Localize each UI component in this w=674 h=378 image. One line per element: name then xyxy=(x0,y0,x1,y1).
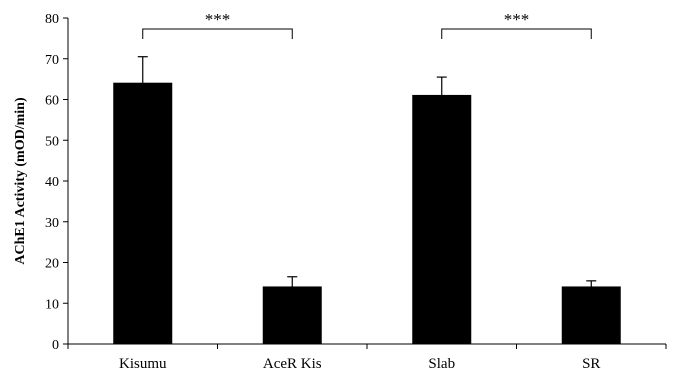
y-tick-label: 10 xyxy=(45,297,59,312)
y-axis: 0 10 20 30 40 50 60 70 80 xyxy=(45,12,69,353)
significance-label: *** xyxy=(504,10,530,29)
y-tick-label: 60 xyxy=(45,94,59,109)
y-axis-label: AChE1 Activity (mOD/min) xyxy=(13,97,28,265)
x-tick-label: Slab xyxy=(428,356,455,372)
y-tick-label: 70 xyxy=(45,53,59,68)
y-tick-label: 80 xyxy=(45,12,59,27)
y-tick-label: 40 xyxy=(45,175,59,190)
bar xyxy=(561,286,621,345)
significance-bracket xyxy=(142,28,293,39)
y-tick-label: 0 xyxy=(52,338,59,353)
bar xyxy=(262,286,322,345)
x-tick-label: Kisumu xyxy=(119,356,167,372)
significance-label: *** xyxy=(205,10,231,29)
x-axis: Kisumu AceR Kis Slab SR xyxy=(67,343,667,372)
y-tick-label: 50 xyxy=(45,134,59,149)
error-bars xyxy=(137,56,597,287)
y-tick-label: 30 xyxy=(45,216,59,231)
bar xyxy=(113,82,173,345)
bars xyxy=(113,82,621,345)
x-tick-label: SR xyxy=(582,356,600,372)
significance-bracket xyxy=(441,28,592,39)
y-tick-label: 20 xyxy=(45,257,59,272)
bar xyxy=(412,94,472,345)
x-tick-label: AceR Kis xyxy=(263,356,322,372)
significance-brackets: *** *** xyxy=(142,10,592,39)
